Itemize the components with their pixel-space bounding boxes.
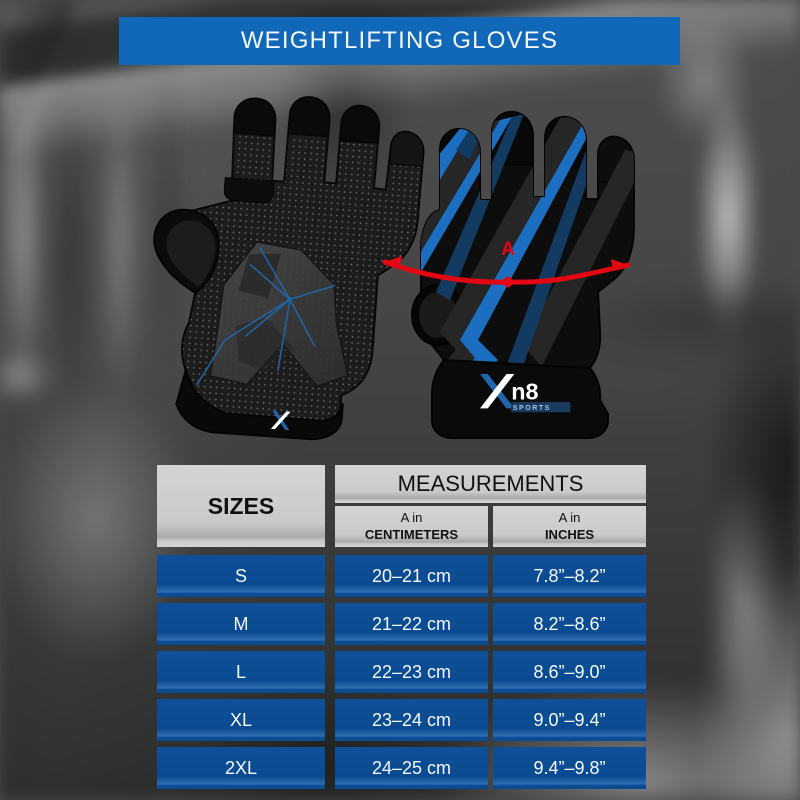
svg-text:n8: n8: [511, 379, 538, 405]
svg-text:A: A: [501, 239, 515, 260]
svg-text:SPORTS: SPORTS: [513, 405, 551, 412]
